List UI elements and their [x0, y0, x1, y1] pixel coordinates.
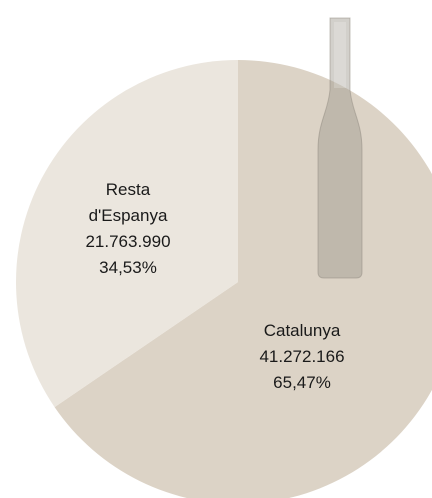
category-label: Catalunya [263, 321, 341, 340]
slice-label: Resta d'Espanya 21.763.990 34,53% [63, 177, 193, 281]
bottle-decoration [317, 17, 363, 279]
category-label: Resta d'Espanya [88, 180, 168, 225]
percentage-label: 34,53% [99, 258, 157, 277]
pie-slice [54, 60, 432, 498]
value-label: 41.272.166 [259, 347, 345, 366]
percentage-label: 65,47% [273, 373, 331, 392]
slice-label: Catalunya 41.272.166 65,47% [237, 318, 367, 396]
value-label: 21.763.990 [85, 232, 171, 251]
bottle-highlight [334, 22, 346, 88]
pie-slice [15, 59, 238, 408]
